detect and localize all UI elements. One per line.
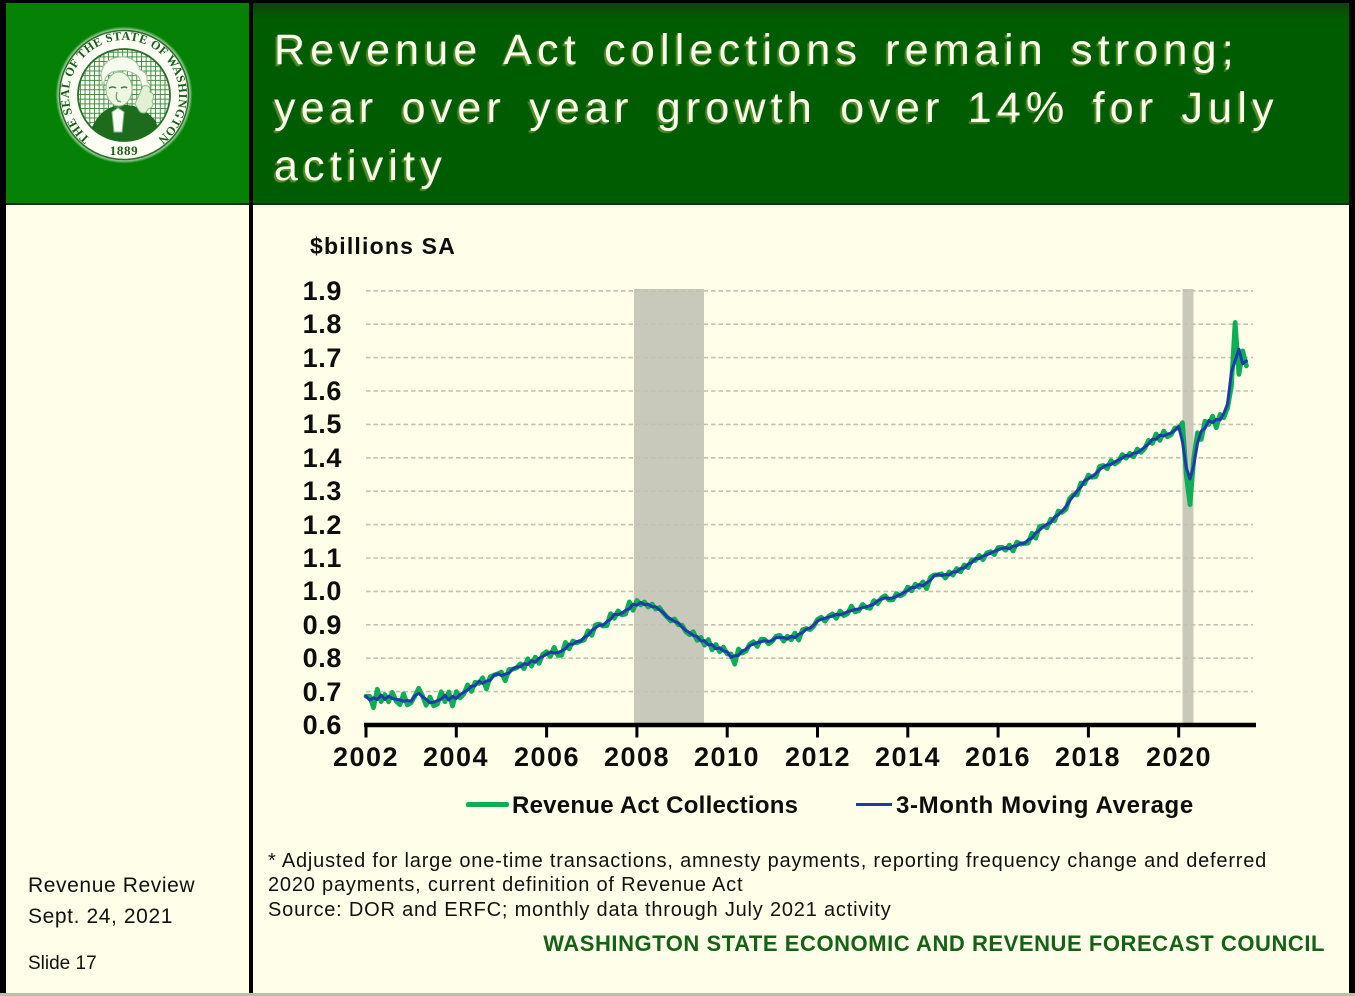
svg-text:1889: 1889 bbox=[110, 143, 138, 158]
